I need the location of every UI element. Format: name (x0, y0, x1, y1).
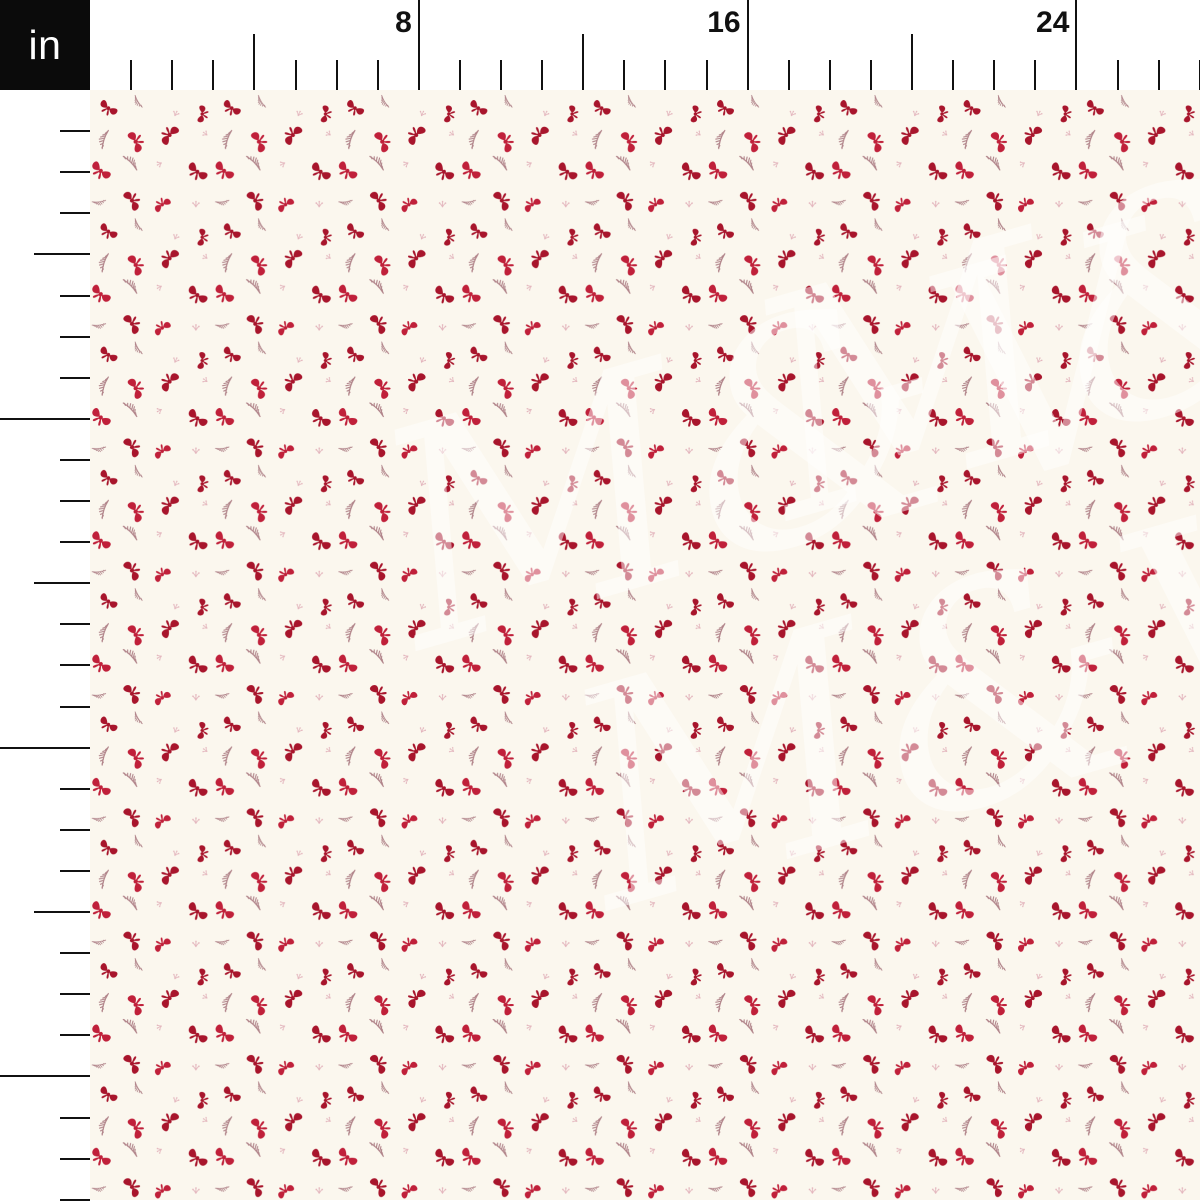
ruler-tick-horizontal-minor (952, 60, 955, 90)
ruler-tick-horizontal-minor (1198, 60, 1200, 90)
ruler-tick-vertical-mid (34, 582, 90, 585)
ruler-tick-horizontal-minor (787, 60, 790, 90)
ruler-tick-vertical-minor (60, 623, 90, 626)
ruler-tick-horizontal-minor (212, 60, 215, 90)
ruler-horizontal: 8 16 24 (90, 0, 1200, 90)
ruler-tick-vertical-minor (60, 212, 90, 215)
ruler-tick-horizontal-minor (1034, 60, 1037, 90)
ruler-tick-horizontal-mid (582, 34, 585, 90)
ruler-tick-horizontal-mid (253, 34, 256, 90)
ruler-tick-vertical-minor (60, 1116, 90, 1119)
ruler-tick-vertical-minor (60, 541, 90, 544)
ruler-tick-horizontal-minor (335, 60, 338, 90)
ruler-tick-vertical-minor (60, 130, 90, 133)
ruler-tick-horizontal-minor (541, 60, 544, 90)
ruler-label-horizontal: 24 (1036, 6, 1070, 39)
ruler-tick-vertical-major (0, 746, 90, 749)
ruler-tick-horizontal-minor (623, 60, 626, 90)
ruler-tick-horizontal-major (417, 0, 420, 90)
ruler-tick-vertical-major (0, 1075, 90, 1078)
ruler-tick-vertical-mid (34, 253, 90, 256)
ruler-tick-horizontal-minor (376, 60, 379, 90)
ruler-tick-vertical-minor (60, 171, 90, 174)
unit-badge-label: in (28, 21, 62, 68)
ruler-tick-vertical-minor (60, 664, 90, 667)
ruler-tick-vertical-minor (60, 705, 90, 708)
ruler-tick-vertical-minor (60, 458, 90, 461)
ruler-tick-horizontal-minor (171, 60, 174, 90)
ruler-tick-horizontal-mid (911, 34, 913, 90)
ruler-label-horizontal: 16 (707, 6, 741, 39)
ruler-tick-horizontal-minor (993, 60, 996, 90)
ruler-tick-vertical-minor (60, 335, 90, 338)
ruler-tick-vertical-minor (60, 952, 90, 955)
ruler-tick-vertical-minor (60, 993, 90, 996)
ruler-tick-vertical-mid (34, 911, 90, 913)
ruler-tick-vertical-minor (60, 294, 90, 297)
ruler-tick-vertical-minor (60, 869, 90, 872)
ruler-tick-horizontal-minor (1157, 60, 1160, 90)
ruler-tick-horizontal-minor (705, 60, 708, 90)
ruler-tick-vertical-major (0, 417, 90, 420)
ruler-tick-horizontal-minor (1116, 60, 1119, 90)
ruler-tick-vertical-minor (60, 376, 90, 379)
fabric-pattern (90, 90, 1200, 1200)
ruler-tick-vertical-minor (60, 1034, 90, 1037)
ruler-tick-horizontal-minor (458, 60, 461, 90)
ruler-tick-horizontal-minor (828, 60, 831, 90)
ruler-tick-horizontal-minor (869, 60, 872, 90)
ruler-tick-horizontal-major (746, 0, 749, 90)
ruler-tick-horizontal-minor (130, 60, 133, 90)
fabric-swatch (90, 90, 1200, 1200)
ruler-tick-horizontal-minor (294, 60, 297, 90)
ruler-tick-horizontal-major (1075, 0, 1078, 90)
unit-badge: in (0, 0, 90, 90)
ruler-tick-vertical-minor (60, 787, 90, 790)
ruler-tick-horizontal-minor (664, 60, 667, 90)
ruler-tick-vertical-minor (60, 500, 90, 502)
ruler-tick-horizontal-minor (500, 60, 502, 90)
ruler-label-horizontal: 8 (395, 6, 412, 39)
ruler-tick-vertical-minor (60, 1157, 90, 1160)
ruler-tick-vertical-minor (60, 828, 90, 831)
